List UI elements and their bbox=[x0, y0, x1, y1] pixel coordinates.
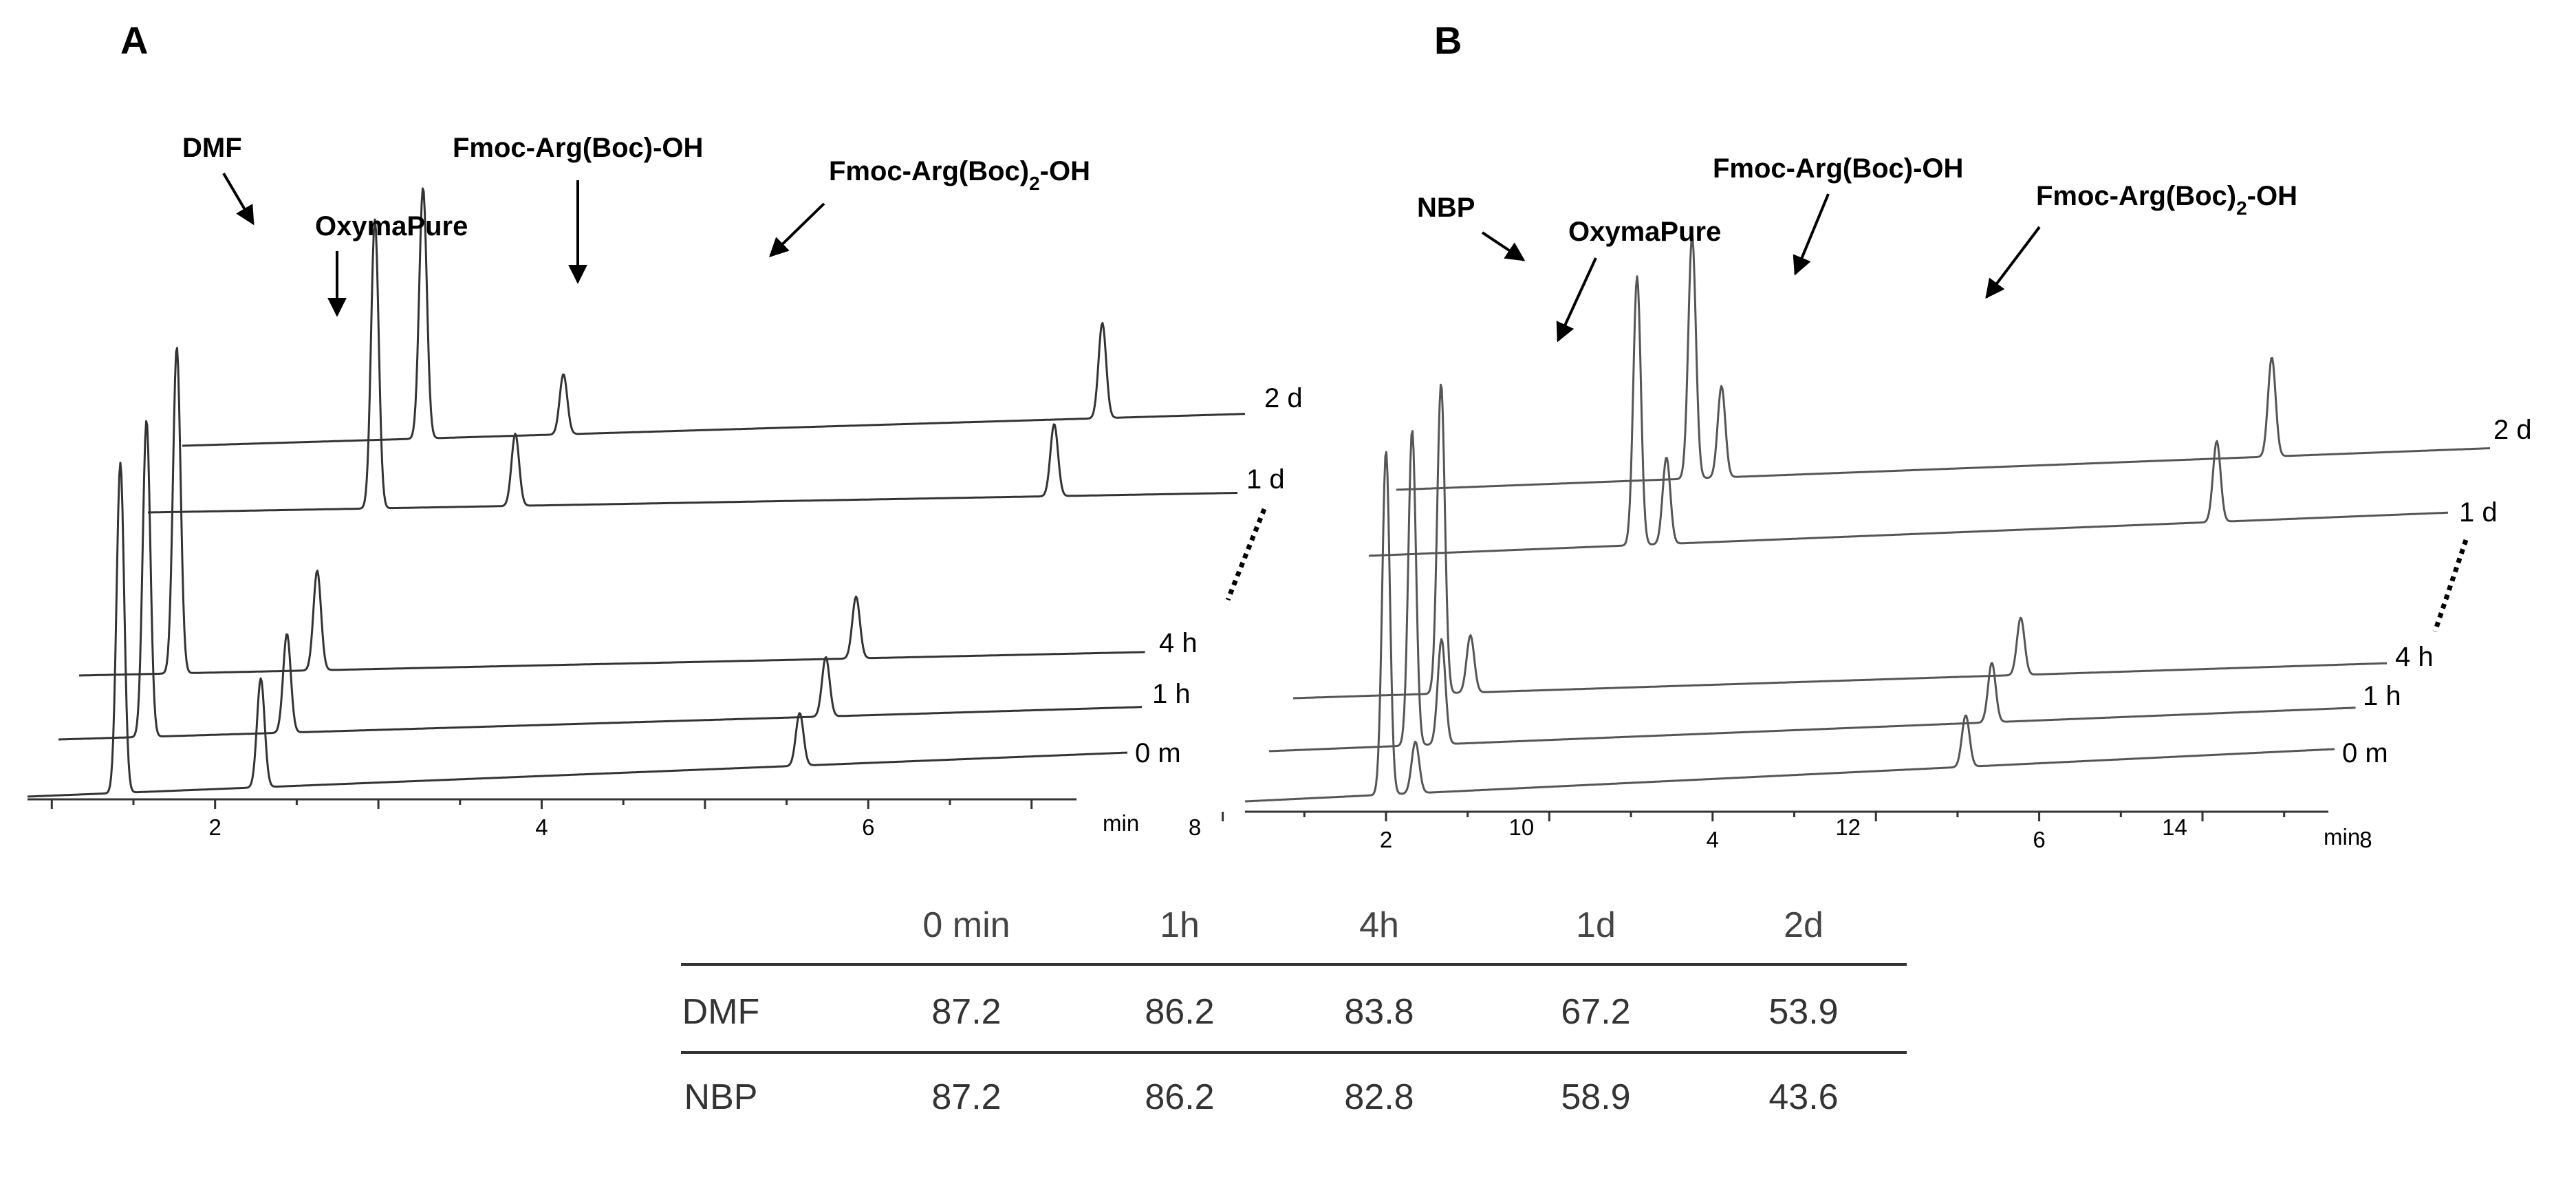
x-tick-label: 8 bbox=[2359, 827, 2372, 852]
panel-b-arrow-arg bbox=[1793, 193, 1830, 276]
table-cell: 86.2 bbox=[1145, 1077, 1214, 1117]
table-column-header: 1d bbox=[1576, 905, 1616, 945]
panel-a-arrow-arg2 bbox=[768, 202, 825, 257]
panel-b-letter: B bbox=[1434, 19, 1462, 62]
panel-a-label-arg2: Fmoc-Arg(Boc)2-OH bbox=[829, 156, 1090, 194]
table-cell: 87.2 bbox=[931, 1077, 1001, 1117]
x-tick-label: 8 bbox=[1189, 814, 1201, 840]
panel-a-trace-0m bbox=[27, 462, 1128, 798]
panel-a-x-unit: min bbox=[1103, 810, 1139, 836]
panel-b-trace-1h bbox=[1268, 430, 2356, 753]
table-column-header: 1h bbox=[1160, 905, 1200, 945]
table-row-label: NBP bbox=[684, 1077, 758, 1117]
panel-b-label-arg2: Fmoc-Arg(Boc)2-OH bbox=[2036, 181, 2297, 219]
table-cell: 82.8 bbox=[1344, 1077, 1414, 1117]
table-cell: 53.9 bbox=[1768, 992, 1838, 1032]
panel-b-arrow-arg2 bbox=[1985, 226, 2041, 299]
table-cell: 58.9 bbox=[1561, 1077, 1630, 1117]
panel-a-trace-4h bbox=[79, 347, 1145, 677]
panel-b-trace-label-2d: 2 d bbox=[2493, 415, 2532, 445]
table-cell: 43.6 bbox=[1768, 1077, 1838, 1117]
table-row-label: DMF bbox=[682, 992, 760, 1032]
panel-a-chromatograms bbox=[27, 187, 1246, 798]
panel-b-arrow-oxyma bbox=[1556, 257, 1597, 343]
x-tick-label: 2 bbox=[209, 814, 221, 840]
table-column-header: 4h bbox=[1359, 905, 1399, 945]
panel-a-trace-label-0m: 0 m bbox=[1135, 738, 1181, 768]
panel-a-letter: A bbox=[120, 19, 148, 62]
table-cell: 83.8 bbox=[1344, 992, 1414, 1032]
table-row-dmf: DMF 87.2 86.2 83.8 67.2 53.9 bbox=[682, 992, 1839, 1032]
panel-a-trace-label-4h: 4 h bbox=[1159, 628, 1198, 658]
purity-table: 0 min 1h 4h 1d 2d DMF 87.2 86.2 83.8 67.2 53.9 NB… bbox=[681, 905, 1907, 1117]
x-tick-label: 4 bbox=[1707, 827, 1719, 852]
panel-b-arrow-nbp bbox=[1481, 231, 1526, 261]
x-tick-label: 12 bbox=[1835, 814, 1861, 840]
panel-b-x-unit: min bbox=[2324, 824, 2360, 850]
x-tick-label: 2 bbox=[1380, 827, 1392, 852]
x-tick-label: 4 bbox=[535, 814, 548, 840]
x-tick-label: 6 bbox=[862, 814, 874, 840]
panel-b-break-dots bbox=[2432, 539, 2469, 633]
panel-a-trace-label-2d: 2 d bbox=[1264, 383, 1303, 413]
panel-a-trace-1d bbox=[148, 218, 1237, 514]
panel-a-trace-label-1d: 1 d bbox=[1246, 464, 1285, 495]
panel-b-trace-label-4h: 4 h bbox=[2395, 642, 2434, 672]
panel-a-break-dots bbox=[1225, 508, 1267, 601]
x-tick-label: 6 bbox=[2033, 827, 2045, 852]
table-cell: 67.2 bbox=[1561, 992, 1630, 1032]
panel-b-trace-label-1d: 1 d bbox=[2459, 497, 2498, 528]
table-cell: 86.2 bbox=[1145, 992, 1214, 1032]
panel-b-label-nbp: NBP bbox=[1417, 193, 1475, 223]
panel-b-trace-4h bbox=[1293, 383, 2388, 700]
x-tick-label: 14 bbox=[2162, 814, 2187, 840]
panel-b-trace-label-1h: 1 h bbox=[2363, 681, 2401, 711]
panel-b-trace-label-0m: 0 m bbox=[2342, 738, 2388, 768]
panel-b-trace-2d bbox=[1396, 235, 2490, 491]
panel-b-x-axis: 2 4 6 8 10 12 14 min bbox=[1222, 810, 2372, 852]
panel-a-trace-1h bbox=[58, 420, 1142, 741]
panel-a-x-axis: 2 4 6 8 10 12 14 min bbox=[28, 798, 2187, 840]
panel-a-arrow-dmf bbox=[222, 172, 255, 226]
table-cell: 87.2 bbox=[931, 992, 1001, 1032]
panel-b-label-oxyma: OxymaPure bbox=[1568, 217, 1721, 247]
table-row-nbp: NBP 87.2 86.2 82.8 58.9 43.6 bbox=[684, 1077, 1839, 1117]
panel-a-trace-label-1h: 1 h bbox=[1152, 679, 1191, 709]
panel-b-trace-1d bbox=[1368, 275, 2449, 557]
panel-a-label-oxyma: OxymaPure bbox=[315, 211, 468, 241]
panel-b-trace-0m bbox=[1244, 451, 2335, 803]
table-column-header: 0 min bbox=[922, 905, 1010, 945]
panel-b-label-arg: Fmoc-Arg(Boc)-OH bbox=[1713, 153, 1963, 184]
panel-a-trace-2d bbox=[182, 187, 1246, 447]
panel-a-label-arg: Fmoc-Arg(Boc)-OH bbox=[453, 133, 703, 163]
panel-b-chromatograms bbox=[1244, 235, 2490, 803]
table-header: 0 min 1h 4h 1d 2d bbox=[922, 905, 1823, 945]
panel-a-label-dmf: DMF bbox=[182, 133, 242, 163]
x-tick-label: 10 bbox=[1509, 814, 1535, 840]
table-column-header: 2d bbox=[1784, 905, 1823, 945]
